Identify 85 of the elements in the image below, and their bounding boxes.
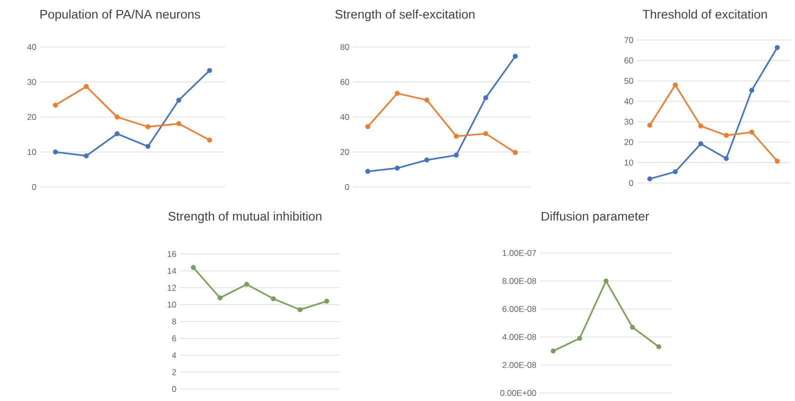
y-tick-label: 10	[624, 160, 634, 166]
y-tick-label: 10	[168, 302, 176, 308]
point	[550, 348, 556, 354]
y-tick-label: 10	[28, 149, 36, 155]
point	[483, 95, 488, 100]
point	[298, 307, 302, 312]
point	[698, 124, 704, 128]
point	[483, 131, 488, 136]
point	[512, 150, 518, 156]
point	[724, 132, 729, 138]
y-tick-label: 60	[624, 57, 634, 64]
point	[218, 295, 222, 300]
point	[324, 298, 330, 304]
y-tick-label: 30	[624, 118, 634, 125]
y-tick-label: 4	[172, 352, 176, 358]
y-tick-label: 6	[172, 335, 176, 342]
point	[394, 166, 400, 171]
chart-title: Diffusion parameter	[542, 212, 649, 224]
point	[630, 324, 635, 330]
point	[724, 156, 729, 161]
y-tick-label: 20	[624, 139, 634, 146]
y-tick-label: 30	[27, 79, 36, 85]
point	[656, 344, 662, 350]
point	[774, 158, 780, 164]
point	[176, 121, 182, 126]
y-tick-label: 0	[172, 386, 176, 392]
y-tick-label: 50	[624, 78, 634, 84]
point	[647, 122, 652, 128]
point	[52, 102, 58, 108]
point	[84, 84, 89, 90]
y-tick-label: 0	[345, 184, 350, 190]
point	[774, 45, 780, 50]
chart-title: Population of PA/NA neurons	[40, 10, 200, 22]
chart-title: Strength of self-excitation	[335, 10, 474, 22]
point	[672, 82, 678, 88]
point	[270, 296, 276, 302]
y-tick-label: 40	[340, 114, 350, 120]
y-tick-label: 8	[172, 318, 176, 324]
point	[749, 88, 754, 93]
y-tick-label: 20	[340, 149, 350, 155]
y-tick-label: 40	[624, 98, 634, 104]
point	[394, 90, 400, 96]
y-tick-label: 0.00E+00	[500, 390, 536, 396]
y-tick-label: 6.00E-08	[502, 306, 536, 312]
y-tick-label: 4.00E-08	[502, 334, 536, 340]
point	[365, 124, 370, 130]
y-tick-label: 80	[340, 44, 350, 50]
chart-title: Threshold of excitation	[642, 10, 767, 19]
point	[176, 98, 182, 103]
point	[190, 265, 196, 270]
point	[424, 98, 430, 103]
point	[207, 68, 212, 73]
y-tick-label: 2.00E-08	[502, 362, 536, 368]
point	[207, 138, 212, 143]
y-tick-label: 60	[340, 79, 350, 85]
point	[512, 54, 518, 59]
y-tick-label: 8.00E-08	[502, 278, 536, 284]
y-tick-label: 14	[168, 268, 176, 274]
y-tick-label: 1.00E-07	[502, 250, 536, 256]
point	[577, 336, 582, 341]
y-tick-label: 0	[32, 184, 36, 190]
point	[365, 168, 370, 174]
chart-title: Strength of mutual inhibition	[168, 212, 322, 224]
point	[114, 131, 120, 136]
y-tick-label: 70	[624, 37, 634, 43]
point	[114, 114, 120, 120]
y-tick-label: 0	[629, 180, 634, 186]
point	[84, 153, 89, 158]
y-tick-label: 2	[172, 369, 176, 376]
point	[749, 130, 754, 135]
point	[454, 152, 459, 158]
point	[145, 144, 150, 149]
point	[604, 278, 609, 284]
point	[52, 150, 58, 154]
point	[424, 158, 430, 163]
point	[698, 141, 704, 146]
point	[454, 134, 459, 139]
y-tick-label: 20	[27, 114, 36, 120]
point	[672, 169, 678, 174]
point	[244, 282, 250, 287]
point	[647, 176, 652, 182]
y-tick-label: 12	[168, 284, 176, 291]
y-tick-label: 16	[168, 251, 176, 257]
y-tick-label: 40	[27, 44, 36, 50]
point	[145, 124, 150, 130]
